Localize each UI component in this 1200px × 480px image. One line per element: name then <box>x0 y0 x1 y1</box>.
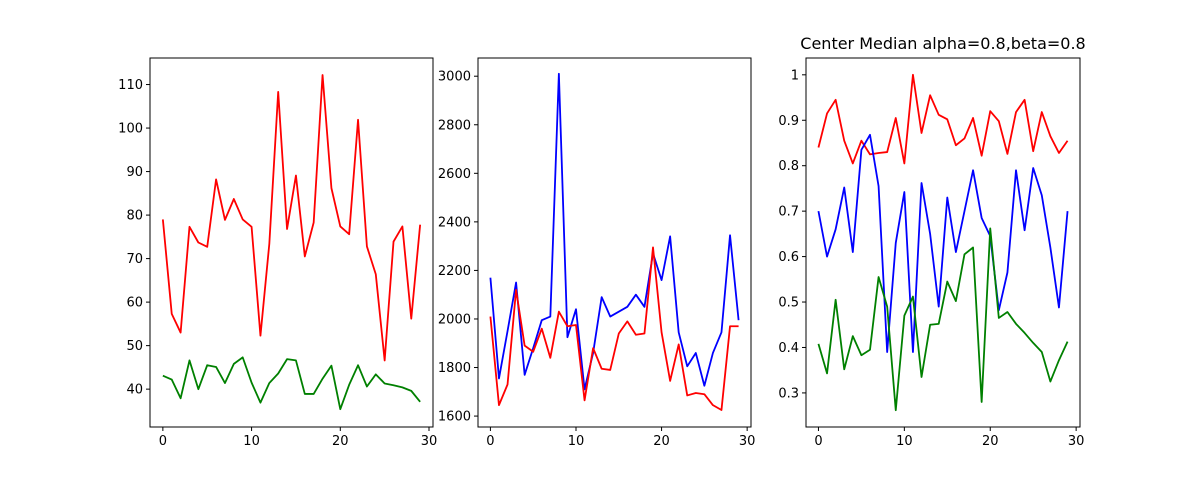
x-tick-label: 0 <box>486 434 494 449</box>
series-line-2 <box>162 356 421 411</box>
y-tick-label: 0.3 <box>778 386 799 401</box>
chart-title: Center Median alpha=0.8,beta=0.8 <box>800 34 1085 53</box>
y-tick-label: 0.9 <box>778 114 799 129</box>
y-tick-label: 0.4 <box>778 341 799 356</box>
series-line-2 <box>489 246 739 411</box>
x-tick-label: 10 <box>243 434 260 449</box>
y-tick-label: 1 <box>791 68 799 83</box>
y-tick-label: 2600 <box>438 167 471 182</box>
x-tick-label: 30 <box>421 434 438 449</box>
y-tick-label: 40 <box>126 383 143 398</box>
chart-1: 0 10 20 30 40 50 60 70 80 90 100 110 <box>118 57 438 449</box>
y-tick-label: 0.5 <box>778 296 799 311</box>
y-tick-label: 80 <box>126 209 143 224</box>
axes-frame <box>805 57 1081 428</box>
series-line-3 <box>817 227 1069 412</box>
x-tick-label: 0 <box>814 434 822 449</box>
x-tick-label: 20 <box>982 434 999 449</box>
y-tick-label: 2000 <box>438 312 471 327</box>
x-tick-label: 20 <box>653 434 670 449</box>
series-line-1 <box>161 74 422 362</box>
y-tick-label: 0.7 <box>778 205 799 220</box>
axes-frame <box>477 57 752 428</box>
x-tick-label: 20 <box>332 434 349 449</box>
y-tick-label: 60 <box>126 296 143 311</box>
y-tick-label: 110 <box>118 78 143 93</box>
x-tick-label: 0 <box>159 434 167 449</box>
series-line-1 <box>489 72 740 391</box>
y-tick-label: 2400 <box>438 215 471 230</box>
series-line-2 <box>817 133 1069 353</box>
axes-frame <box>149 57 434 428</box>
x-tick-label: 10 <box>896 434 913 449</box>
chart-2: 0 10 20 30 1600 1800 2000 2200 2400 2600 2800 3000 <box>438 57 756 449</box>
y-tick-label: 50 <box>126 339 143 354</box>
x-tick-label: 30 <box>739 434 756 449</box>
y-tick-label: 1600 <box>438 410 471 425</box>
x-tick-label: 10 <box>568 434 585 449</box>
y-tick-label: 70 <box>126 252 143 267</box>
x-tick-label: 30 <box>1068 434 1085 449</box>
series-line-1 <box>817 73 1069 165</box>
y-tick-label: 3000 <box>438 70 471 85</box>
y-tick-label: 1800 <box>438 361 471 376</box>
y-tick-label: 0.8 <box>778 159 799 174</box>
y-tick-label: 0.6 <box>778 250 799 265</box>
y-tick-label: 100 <box>118 122 143 137</box>
y-tick-label: 2800 <box>438 118 471 133</box>
y-tick-label: 2200 <box>438 264 471 279</box>
y-tick-label: 90 <box>126 165 143 180</box>
